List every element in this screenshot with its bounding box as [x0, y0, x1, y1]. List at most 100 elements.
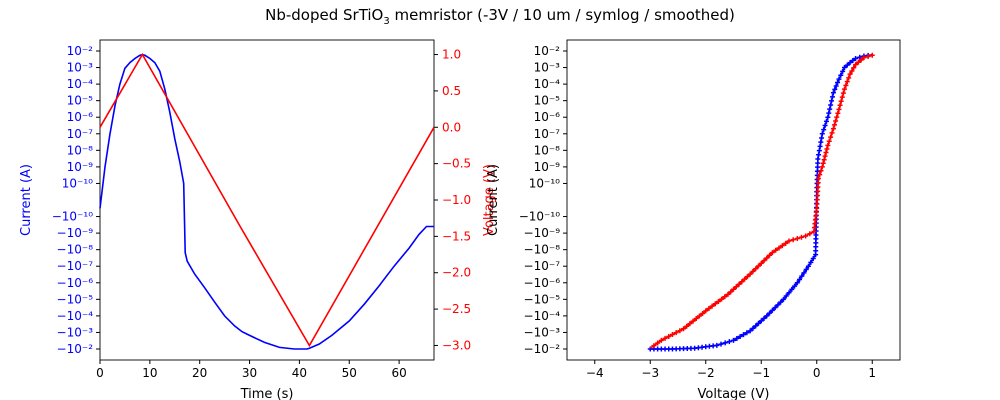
y-left-tick-label-1: −10⁻⁷	[57, 259, 94, 273]
data-marker	[769, 307, 775, 313]
data-marker	[790, 237, 796, 243]
data-marker	[849, 68, 855, 74]
data-marker	[779, 243, 785, 249]
data-marker	[818, 168, 824, 174]
y-tick-label-2: 10⁻⁷	[534, 127, 561, 141]
data-marker	[814, 197, 820, 203]
data-marker	[815, 156, 821, 162]
data-marker	[786, 238, 792, 244]
data-marker	[789, 286, 795, 292]
data-marker	[810, 256, 816, 262]
y-left-tick-label-1: 10⁻⁸	[67, 143, 94, 157]
x-tick-label-1: 20	[192, 366, 207, 380]
data-marker	[821, 127, 827, 133]
data-marker	[861, 55, 867, 61]
data-marker	[832, 86, 838, 92]
data-marker	[850, 58, 856, 64]
data-marker	[825, 142, 831, 148]
data-marker	[838, 72, 844, 78]
y-left-tick-label-1: −10⁻¹⁰	[52, 210, 93, 224]
data-marker	[814, 201, 820, 207]
data-marker	[842, 65, 847, 71]
data-marker	[858, 57, 864, 63]
data-marker	[830, 126, 836, 132]
y-left-tick-label-1: 10⁻⁹	[67, 160, 94, 174]
data-marker	[744, 330, 750, 336]
y-left-tick-label-1: −10⁻⁶	[57, 276, 94, 290]
y-right-tick-label-1: 0.5	[442, 84, 461, 98]
data-marker	[829, 130, 835, 136]
data-marker	[687, 321, 693, 327]
y-right-tick-label-1: −0.5	[442, 157, 471, 171]
data-marker	[742, 276, 748, 282]
data-marker	[761, 258, 767, 264]
iv-sweep-line-1	[650, 53, 873, 350]
data-marker	[764, 255, 770, 261]
data-marker	[817, 143, 823, 149]
data-marker	[853, 56, 859, 62]
data-marker	[719, 296, 725, 302]
data-marker	[733, 284, 739, 290]
data-marker	[758, 318, 764, 324]
data-marker	[855, 59, 861, 65]
data-marker	[844, 62, 850, 68]
x-tick-label-2: 0	[813, 366, 821, 380]
x-tick-label-1: 50	[342, 366, 357, 380]
data-marker	[820, 160, 826, 166]
y-tick-label-2: 10⁻³	[534, 61, 561, 75]
data-marker	[847, 60, 853, 66]
data-marker	[843, 82, 849, 88]
data-marker	[826, 110, 832, 116]
data-marker	[737, 334, 743, 340]
data-marker	[822, 153, 828, 159]
data-marker	[827, 106, 833, 112]
data-marker	[801, 270, 807, 276]
data-marker	[740, 332, 746, 338]
data-marker	[798, 234, 804, 240]
data-marker	[783, 293, 789, 299]
y-tick-label-2: −10⁻¹⁰	[519, 210, 560, 224]
data-marker	[819, 164, 825, 170]
data-marker	[832, 122, 838, 128]
y-tick-label-2: −10⁻⁸	[524, 243, 561, 257]
data-marker	[715, 298, 721, 304]
y-right-tick-label-1: −2.5	[442, 302, 471, 316]
x-tick-label-2: −3	[641, 366, 659, 380]
data-marker	[835, 110, 841, 116]
data-marker	[834, 114, 840, 120]
y-tick-label-2: 10⁻⁴	[534, 77, 561, 91]
y-left-tick-label-1: 10⁻⁶	[67, 110, 94, 124]
data-marker	[731, 337, 736, 343]
data-marker	[696, 313, 702, 319]
data-marker	[783, 240, 789, 246]
data-marker	[706, 306, 712, 312]
data-marker	[750, 325, 756, 331]
data-marker	[744, 274, 750, 280]
data-marker	[772, 305, 778, 311]
data-marker	[736, 281, 742, 287]
data-marker	[662, 335, 668, 341]
data-marker	[755, 320, 761, 326]
data-marker	[818, 139, 824, 145]
data-marker	[722, 294, 728, 300]
y-left-tick-label-1: 10⁻¹⁰	[62, 176, 93, 190]
data-marker	[846, 75, 852, 81]
data-marker	[794, 280, 800, 286]
data-marker	[803, 267, 809, 273]
data-marker	[753, 266, 759, 272]
data-marker	[709, 303, 715, 309]
data-marker	[815, 184, 821, 190]
y-tick-label-2: 10⁻²	[534, 44, 561, 58]
y-tick-label-2: 10⁻⁵	[534, 94, 561, 108]
data-marker	[807, 231, 813, 237]
x-tick-label-2: −2	[697, 366, 715, 380]
y-tick-label-2: 10⁻⁶	[534, 110, 561, 124]
y-left-tick-label-1: 10⁻⁴	[67, 77, 94, 91]
data-marker	[703, 308, 709, 314]
y-right-tick-label-1: 1.0	[442, 48, 461, 62]
data-marker	[833, 83, 839, 89]
data-marker	[835, 80, 841, 86]
data-marker	[794, 236, 800, 242]
data-marker	[651, 343, 657, 349]
data-marker	[823, 118, 829, 124]
